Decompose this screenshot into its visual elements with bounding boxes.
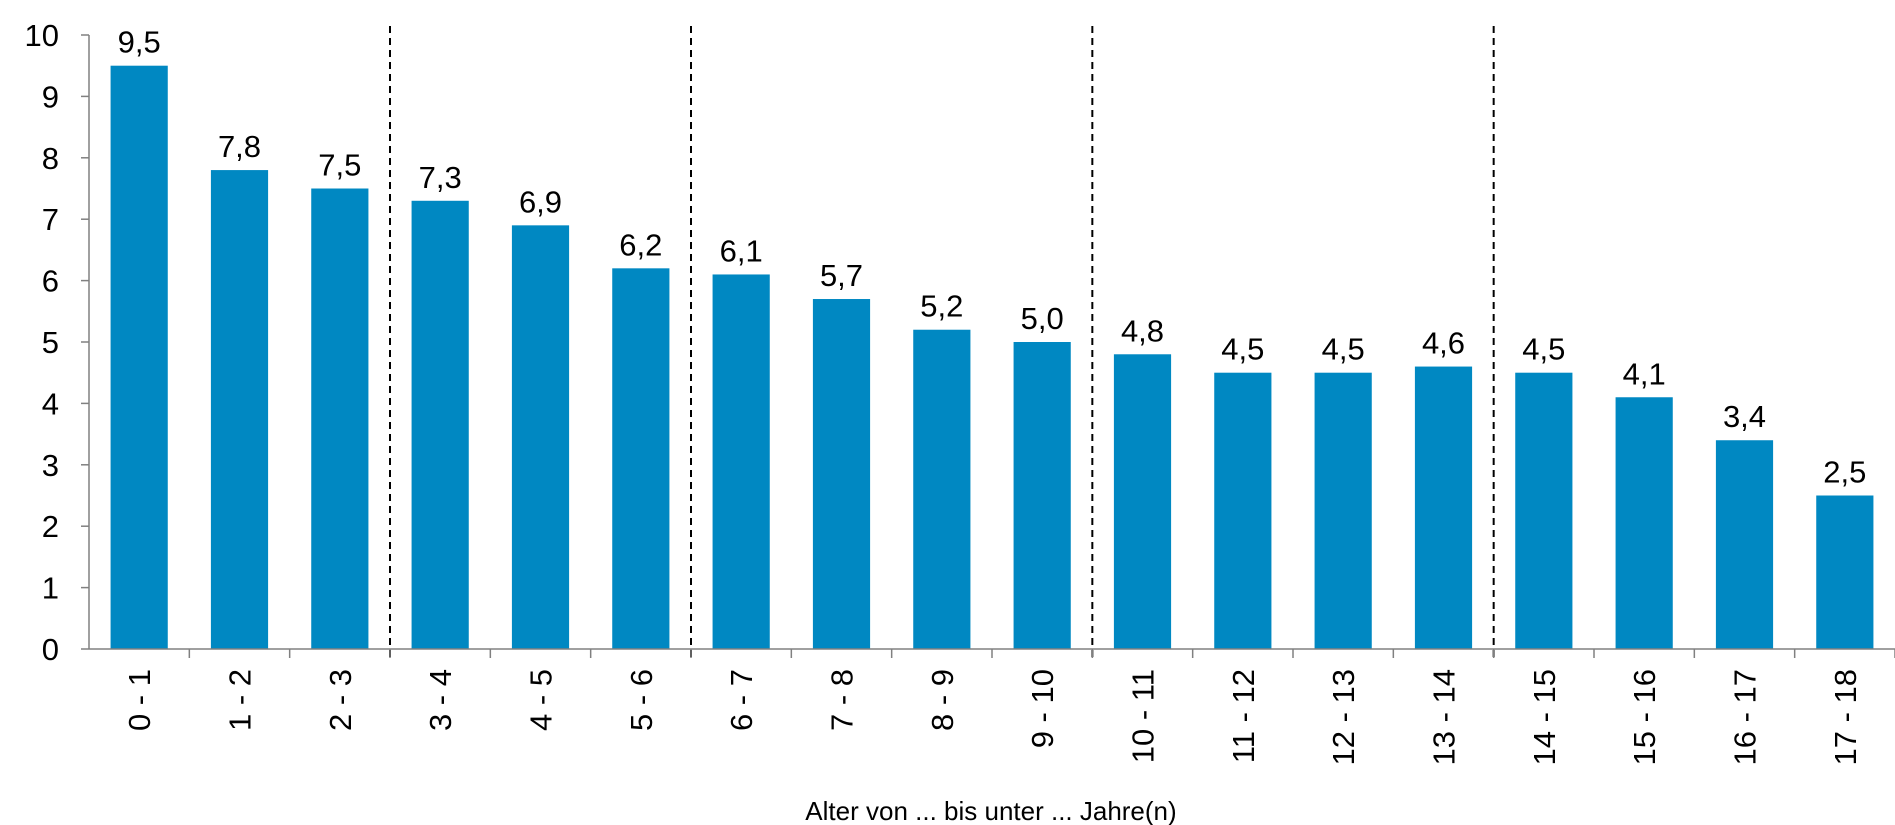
x-tick-label: 15 - 16: [1627, 669, 1662, 766]
data-label: 7,8: [218, 129, 261, 164]
bar-3-4: [411, 200, 469, 649]
bars: [110, 65, 1874, 649]
bar-1-2: [210, 170, 269, 649]
bar-7-8: [812, 299, 871, 649]
bar-4-5: [511, 225, 570, 649]
y-tick-label: 6: [42, 264, 59, 299]
data-label: 4,5: [1522, 332, 1565, 367]
data-label: 6,9: [519, 184, 562, 219]
y-tick-label: 1: [42, 571, 59, 606]
y-tick-label: 7: [42, 202, 59, 237]
x-tick-label: 1 - 2: [223, 669, 258, 731]
x-tick-label: 2 - 3: [323, 669, 358, 731]
data-label: 7,5: [318, 148, 361, 183]
y-tick-label: 0: [42, 632, 59, 667]
data-label: 3,4: [1723, 399, 1766, 434]
bar-10-11: [1113, 354, 1172, 649]
x-axis: 0 - 1 1 - 2 2 - 3 3 - 4 4 - 5 5 - 6 6 - 7 7 - 8…: [89, 648, 1895, 766]
data-labels: 9,5 7,8 7,5 7,3 6,9 6,2 6,1 5,7 5,2 5,0 4,8 4,5 4,5 4…: [118, 25, 1867, 490]
data-label: 7,3: [419, 160, 462, 195]
bar-11-12: [1214, 372, 1272, 649]
data-label: 6,2: [619, 227, 662, 262]
bar-16-17: [1715, 440, 1774, 649]
group-separators: [389, 26, 1495, 662]
bar-17-18: [1816, 495, 1874, 649]
x-tick-label: 16 - 17: [1728, 669, 1763, 766]
y-tick-label: 4: [42, 386, 59, 421]
bar-8-9: [913, 329, 971, 649]
x-tick-label: 9 - 10: [1025, 669, 1060, 748]
y-tick-label: 10: [25, 18, 59, 53]
y-tick-label: 3: [42, 448, 59, 483]
data-label: 4,5: [1322, 332, 1365, 367]
y-axis: 0 1 2 3 4 5 6 7 8 9 10: [25, 18, 90, 667]
data-label: 5,0: [1021, 301, 1064, 336]
bar-5-6: [612, 268, 670, 649]
x-tick-label: 5 - 6: [624, 669, 659, 731]
y-tick-label: 2: [42, 509, 59, 544]
data-label: 5,2: [920, 289, 963, 324]
x-tick-label: 13 - 14: [1427, 669, 1462, 766]
data-label: 5,7: [820, 258, 863, 293]
x-tick-label: 11 - 12: [1226, 669, 1261, 763]
data-label: 4,6: [1422, 326, 1465, 361]
bar-14-15: [1515, 372, 1573, 649]
x-tick-label: 7 - 8: [825, 669, 860, 731]
x-tick-label: 0 - 1: [122, 669, 157, 731]
data-label: 2,5: [1823, 455, 1866, 490]
bar-2-3: [311, 188, 369, 649]
bar-9-10: [1013, 342, 1071, 649]
x-tick-label: 4 - 5: [524, 669, 559, 731]
bar-6-7: [712, 274, 770, 649]
data-label: 6,1: [720, 233, 763, 268]
x-tick-label: 3 - 4: [423, 669, 458, 731]
x-tick-label: 17 - 18: [1828, 669, 1863, 766]
y-tick-label: 9: [42, 79, 59, 114]
bar-12-13: [1314, 372, 1372, 649]
y-tick-label: 5: [42, 325, 59, 360]
data-label: 4,8: [1121, 313, 1164, 348]
x-tick-label: 8 - 9: [925, 669, 960, 731]
data-label: 4,1: [1623, 356, 1666, 391]
x-tick-label: 14 - 15: [1527, 669, 1562, 766]
data-label: 9,5: [118, 25, 161, 60]
bar-13-14: [1414, 366, 1473, 649]
y-tick-label: 8: [42, 141, 59, 176]
data-label: 4,5: [1221, 332, 1264, 367]
bar-15-16: [1615, 397, 1673, 649]
x-tick-label: 6 - 7: [724, 669, 759, 731]
bar-0-1: [110, 65, 168, 649]
x-tick-label: 12 - 13: [1326, 669, 1361, 766]
x-tick-label: 10 - 11: [1126, 669, 1161, 763]
x-axis-title: Alter von ... bis unter ... Jahre(n): [805, 796, 1176, 825]
